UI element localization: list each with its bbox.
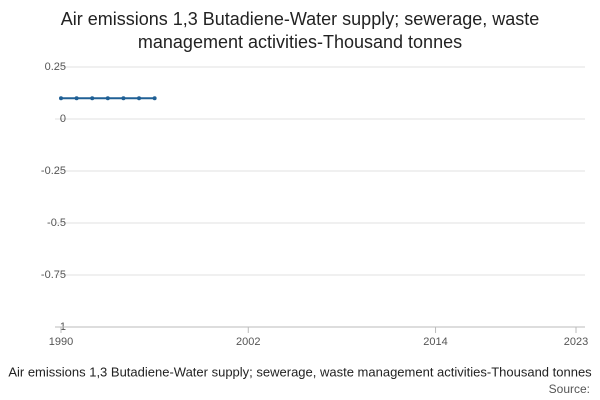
y-tick-label: -0.75 (41, 269, 66, 281)
point (105, 96, 110, 101)
point (90, 96, 95, 101)
y-tick-label: -0.25 (41, 165, 66, 177)
source: Source: (549, 382, 590, 396)
point (152, 96, 157, 101)
x-tick-label: 1990 (49, 336, 73, 348)
chart-title: Air emissions 1,3 Butadiene-Water supply… (60, 9, 540, 52)
point (121, 96, 126, 101)
legend-label: Air emissions 1,3 Butadiene-Water supply… (8, 364, 592, 379)
point (74, 96, 79, 101)
point (137, 96, 142, 101)
y-tick-label: -0.5 (47, 217, 66, 229)
y-tick-label: 0 (60, 113, 66, 125)
x-tick-label: 2014 (423, 336, 447, 348)
y-tick-label: 0.25 (45, 61, 66, 73)
x-tick-label: 2023 (564, 336, 588, 348)
x-tick-label: 2002 (236, 336, 260, 348)
point (59, 96, 63, 101)
